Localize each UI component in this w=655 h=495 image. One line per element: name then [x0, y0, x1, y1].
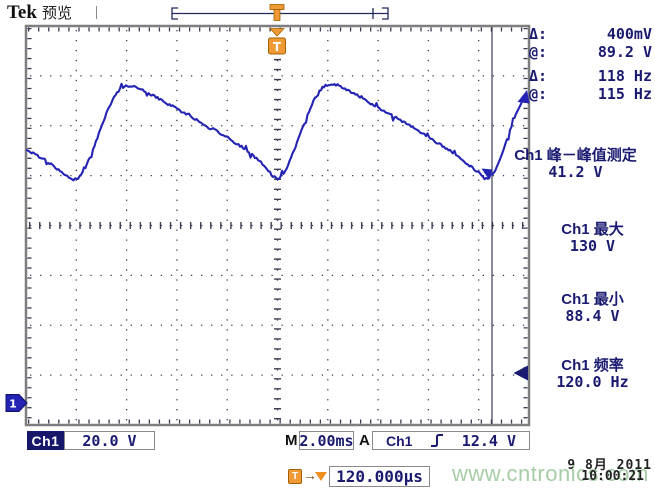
record-trigger-flag-icon: [269, 4, 285, 21]
meas-max: Ch1 最大 130 V: [530, 221, 655, 255]
trigger-source: Ch1: [386, 432, 413, 449]
trace-end-arrow-icon: [517, 90, 530, 104]
svg-text:T: T: [273, 40, 282, 54]
meas-min-label: Ch1 最小: [561, 291, 624, 308]
right-arrow-icon: →: [303, 467, 317, 483]
record-bracket-right: [382, 7, 389, 20]
grid-dots: [27, 27, 528, 424]
meas-freq-value: 120.0 Hz: [556, 373, 629, 391]
trigger-level-arrow-icon[interactable]: [513, 365, 529, 381]
trigger-level: 12.4 V: [461, 431, 516, 450]
meas-max-label: Ch1 最大: [561, 221, 624, 238]
acquisition-mode-label: 预览: [41, 5, 72, 22]
cursor-delta-f-value: 118 Hz: [597, 67, 652, 85]
cursor-at-f-value: 115 Hz: [597, 85, 652, 103]
meas-min-value: 88.4 V: [565, 307, 620, 325]
header-divider: [96, 6, 97, 19]
cursor-delta-f-label: Δ:: [529, 67, 548, 85]
cursor-readout: Δ: 400mV @: 89.2 V Δ: 118 Hz @: 115 Hz: [529, 25, 652, 103]
ch1-badge[interactable]: Ch1: [27, 431, 64, 450]
meas-freq: Ch1 频率 120.0 Hz: [530, 357, 655, 391]
timebase-label: M: [285, 432, 298, 449]
watermark: www.cntronics.com: [452, 461, 649, 486]
date-display: 9 8月 2011: [567, 458, 652, 473]
meas-pk2pk-value: 41.2 V: [548, 163, 603, 181]
cursor-at-f-label: @:: [529, 85, 548, 103]
channel1-marker-icon[interactable]: 1: [5, 394, 28, 412]
meas-pk2pk: Ch1 峰－峰值测定 41.2 V: [496, 147, 655, 181]
horizontal-t-badge-icon: T: [288, 469, 302, 484]
cursor-delta-f-row: Δ: 118 Hz: [529, 67, 652, 85]
brand-logo: Tek: [7, 2, 37, 23]
measure-point-arrow-icon: [481, 168, 493, 179]
meas-min: Ch1 最小 88.4 V: [530, 291, 655, 325]
trigger-a-label: A: [359, 432, 370, 449]
rising-edge-icon: [431, 434, 444, 447]
down-triangle-icon: [315, 472, 327, 481]
trigger-t-badge-icon: T: [268, 37, 286, 55]
trigger-position-arrow-icon[interactable]: [269, 28, 285, 37]
cursor-delta-v-row: Δ: 400mV: [529, 25, 652, 43]
timebase-box[interactable]: 2.00ms: [299, 431, 354, 450]
ch1-waveform-trace: [25, 82, 527, 182]
meas-freq-label: Ch1 频率: [561, 357, 624, 374]
cursor-delta-value: 400mV: [606, 25, 652, 43]
cursor-at-value: 89.2 V: [597, 43, 652, 61]
cursor-at-label: @:: [529, 43, 548, 61]
svg-text:1: 1: [9, 398, 17, 411]
meas-pk2pk-label: Ch1 峰－峰值测定: [514, 147, 637, 164]
horizontal-delay-box[interactable]: 120.000µs: [329, 466, 430, 487]
header: Tek 预览: [7, 2, 72, 24]
cursor-at-v-row: @: 89.2 V: [529, 43, 652, 61]
cursor-at-f-row: @: 115 Hz: [529, 85, 652, 103]
time-display: 10:00:21: [581, 469, 644, 484]
meas-max-value: 130 V: [569, 237, 616, 255]
ch1-scale-box[interactable]: 20.0 V: [64, 431, 155, 450]
cursor-delta-label: Δ:: [529, 25, 548, 43]
trigger-readout-box[interactable]: Ch1 12.4 V: [372, 431, 530, 450]
